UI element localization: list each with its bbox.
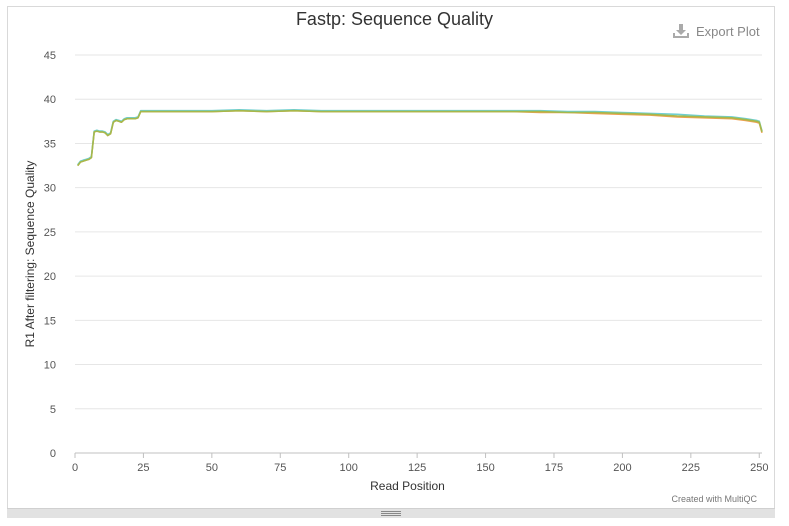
grid-lines <box>74 54 762 458</box>
plot-frame <box>7 6 775 518</box>
series-line-2[interactable] <box>77 109 763 166</box>
y-tick-label: 20 <box>44 271 56 283</box>
y-tick-label: 40 <box>44 94 56 106</box>
y-tick-label: 30 <box>44 183 56 195</box>
y-tick-label: 0 <box>50 448 56 460</box>
x-tick-label: 125 <box>408 462 426 474</box>
chart-title: Fastp: Sequence Quality <box>295 9 494 29</box>
grip-icon <box>381 511 401 516</box>
y-tick-label: 5 <box>50 404 56 416</box>
x-tick-label: 50 <box>206 462 218 474</box>
x-tick-label: 200 <box>613 462 631 474</box>
series-line-1[interactable] <box>77 109 763 167</box>
y-tick-label: 10 <box>44 360 56 372</box>
x-tick-label: 75 <box>274 462 286 474</box>
download-icon <box>673 24 689 38</box>
y-tick-labels: 0 5 10 15 20 25 30 35 40 45 <box>44 50 56 460</box>
export-plot-label: Export Plot <box>696 23 760 39</box>
resize-handle[interactable] <box>7 508 775 518</box>
x-tick-labels: 0 25 50 75 100 125 150 175 200 225 250 <box>72 462 769 474</box>
series-line-3[interactable] <box>77 109 763 167</box>
y-tick-label: 15 <box>44 315 56 327</box>
credit-text: Created with MultiQC <box>671 494 757 504</box>
x-tick-label: 25 <box>137 462 149 474</box>
x-tick-label: 175 <box>545 462 563 474</box>
export-plot-button[interactable]: Export Plot <box>672 21 760 41</box>
x-tick-label: 225 <box>682 462 700 474</box>
y-tick-label: 35 <box>44 138 56 150</box>
series-lines <box>77 109 763 167</box>
x-tick-label: 100 <box>340 462 358 474</box>
x-tick-label: 0 <box>72 462 78 474</box>
x-tick-label: 250 <box>750 462 768 474</box>
y-axis-label: R1 After filtering: Sequence Quality <box>23 161 37 348</box>
x-axis-label: Read Position <box>370 479 445 493</box>
y-tick-label: 25 <box>44 227 56 239</box>
y-tick-label: 45 <box>44 50 56 62</box>
x-tick-label: 150 <box>476 462 494 474</box>
